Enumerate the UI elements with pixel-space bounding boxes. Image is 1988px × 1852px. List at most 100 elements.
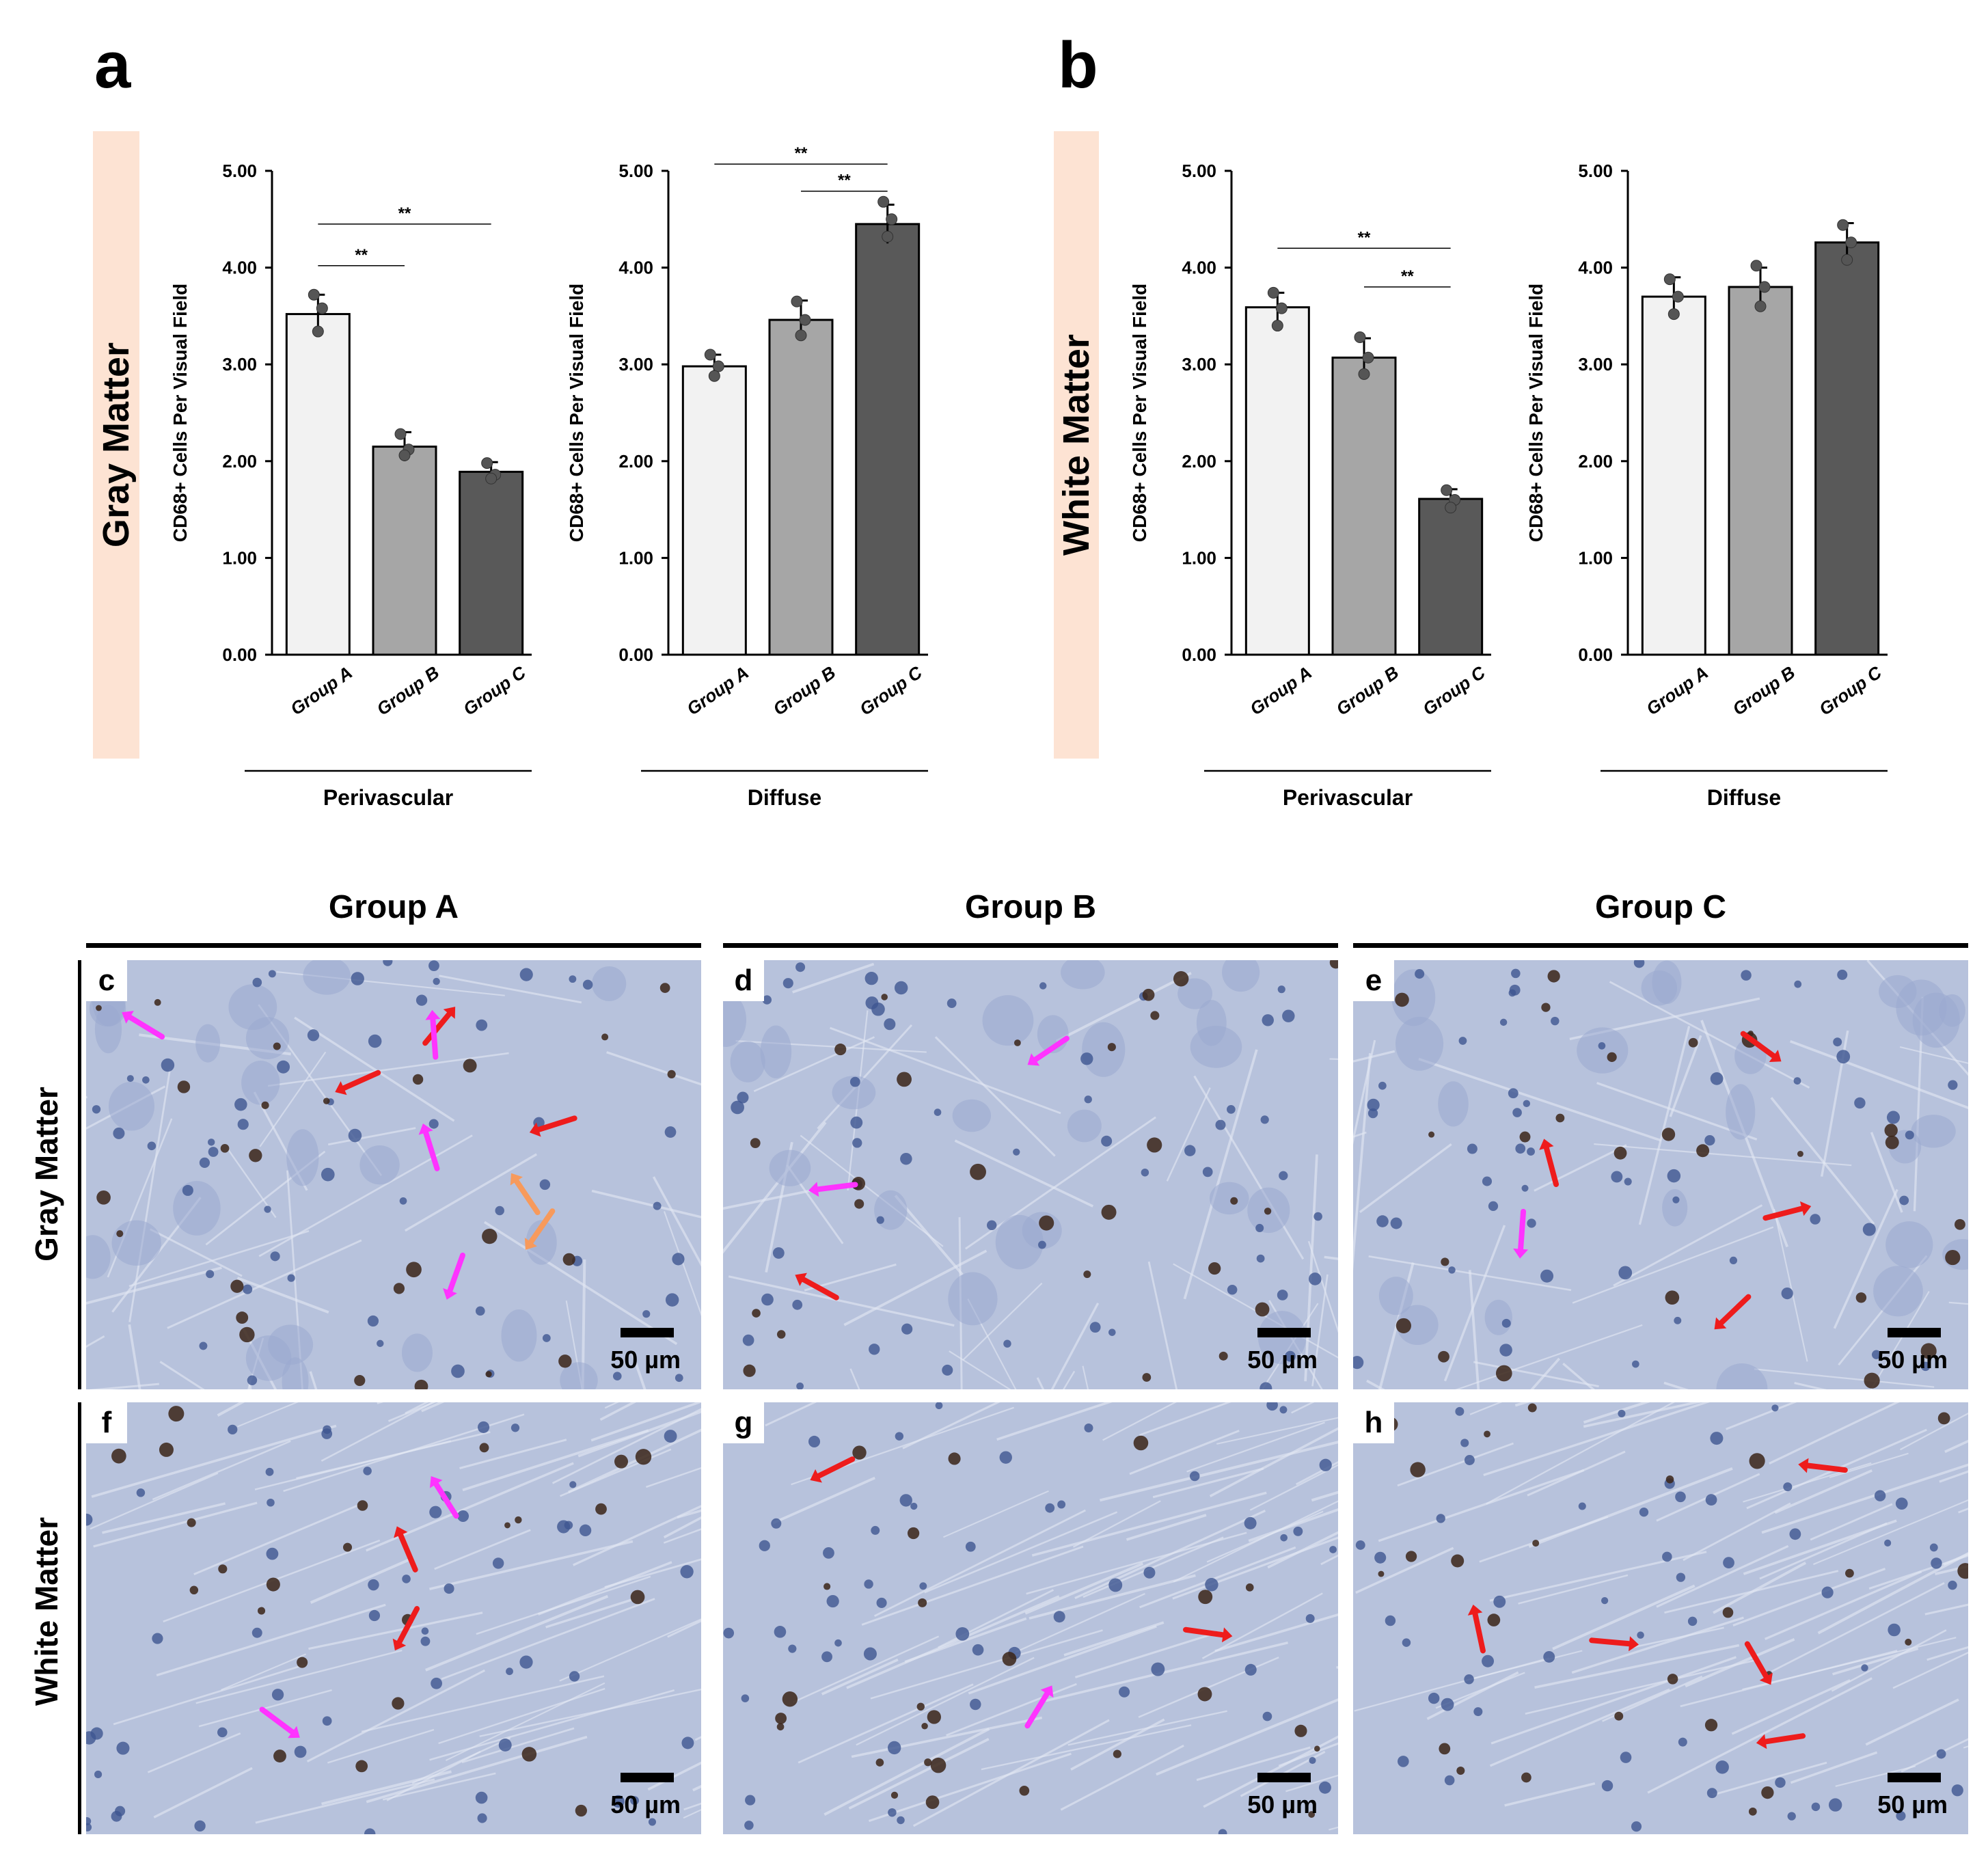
nucleus	[199, 1342, 208, 1350]
nucleus	[1706, 1788, 1717, 1799]
tissue-fiber	[461, 1727, 575, 1764]
cd68-cell	[667, 1070, 676, 1079]
arrow-head	[122, 1011, 134, 1024]
y-tick-label: 3.00	[618, 354, 653, 375]
nucleus	[1402, 1638, 1411, 1647]
nucleus	[1227, 1284, 1238, 1295]
cd68-cell	[159, 1442, 174, 1457]
tissue-fiber	[236, 1277, 329, 1314]
tissue-fiber	[1329, 1058, 1338, 1061]
nucleus	[1861, 1664, 1868, 1672]
tissue-fiber	[962, 1282, 1043, 1361]
tissue-fiber	[792, 962, 875, 994]
micrograph-g-tissue	[723, 1402, 1338, 1834]
nucleus	[1624, 1177, 1632, 1186]
tissue-fiber	[1534, 1144, 1627, 1192]
nucleus	[1601, 1596, 1609, 1605]
nucleus	[475, 1306, 485, 1316]
neuron-body	[723, 992, 747, 1047]
micrograph-c-tissue	[86, 960, 701, 1389]
neuron-body	[769, 1149, 811, 1186]
neuron-body	[1438, 1081, 1469, 1127]
tissue-fiber	[1455, 1324, 1643, 1389]
scale-bar	[1257, 1328, 1311, 1337]
neuron-body	[303, 960, 351, 995]
nucleus	[1262, 1711, 1272, 1721]
arrow-head	[443, 1288, 457, 1300]
cd68-cell	[1613, 1146, 1627, 1160]
data-point	[877, 195, 890, 208]
data-point	[312, 325, 324, 338]
tissue-fiber	[237, 1402, 299, 1428]
nucleus	[1836, 1050, 1851, 1064]
y-tick-label: 4.00	[1182, 258, 1216, 278]
nucleus	[1441, 1698, 1454, 1711]
y-tick-label: 2.00	[618, 451, 653, 472]
neuron-body	[173, 1181, 221, 1236]
neuron-body	[1716, 1363, 1768, 1389]
x-tick-label: Group B	[770, 662, 839, 720]
nucleus	[1929, 1543, 1938, 1552]
tissue-fiber	[645, 1467, 701, 1488]
tissue-fiber	[86, 1266, 222, 1305]
nucleus	[970, 1698, 981, 1711]
nucleus	[1089, 1322, 1101, 1333]
tissue-fiber	[1534, 1644, 1740, 1689]
x-tick-label: Group B	[1729, 662, 1799, 720]
cd68-cell	[601, 1033, 609, 1041]
arrow-shaft	[259, 1706, 295, 1735]
cd68-cell	[343, 1542, 353, 1552]
y-tick-label: 3.00	[1578, 354, 1613, 375]
neuron-body	[1082, 1022, 1126, 1077]
tissue-fiber	[870, 1629, 1103, 1700]
tissue-fiber	[849, 1368, 860, 1389]
tissue-fiber	[1685, 1637, 1795, 1688]
y-tick-label: 1.00	[222, 547, 257, 568]
nucleus	[510, 1424, 520, 1432]
column-rule-group-c	[1353, 943, 1968, 948]
tissue-fiber	[1552, 1584, 1696, 1650]
nucleus	[1057, 1500, 1066, 1509]
neuron-body	[1209, 1182, 1249, 1215]
arrow-head	[1629, 1636, 1639, 1652]
nucleus	[1896, 1811, 1906, 1821]
nucleus	[237, 1119, 249, 1130]
nucleus	[999, 1451, 1012, 1464]
nucleus	[1266, 1402, 1278, 1411]
nucleus	[569, 1671, 580, 1682]
nucleus	[247, 1375, 258, 1386]
tissue-fiber	[1201, 1592, 1323, 1659]
cd68-cell	[1395, 992, 1409, 1007]
nucleus	[1611, 1171, 1623, 1183]
tissue-fiber	[1765, 1570, 1922, 1640]
nucleus	[569, 1481, 577, 1488]
data-point	[1354, 331, 1366, 344]
y-tick-label: 5.00	[222, 161, 257, 181]
cd68-cell	[1855, 1292, 1867, 1303]
tissue-fiber	[1418, 1057, 1662, 1142]
tissue-fiber	[1817, 1552, 1968, 1635]
tissue-fiber	[1530, 1357, 1561, 1389]
neuron-body	[501, 1309, 537, 1362]
nucleus	[367, 1315, 379, 1327]
cd68-cell	[659, 983, 670, 993]
tissue-fiber	[1892, 1651, 1968, 1689]
nucleus	[792, 1299, 803, 1310]
data-point	[882, 230, 894, 243]
nucleus	[420, 1636, 431, 1646]
tissue-fiber	[90, 1472, 219, 1530]
nucleus	[1543, 1650, 1555, 1663]
nucleus	[681, 1737, 694, 1749]
nucleus	[579, 1524, 592, 1537]
cd68-cell	[1704, 1719, 1718, 1732]
chart-b1: 0.00 1.00 2.00 3.00 4.00 5.00 CD68+ Cells Per …	[1129, 161, 1491, 810]
scale-bar	[621, 1328, 674, 1337]
nucleus	[1775, 1777, 1786, 1788]
nucleus	[1794, 980, 1802, 988]
row-header-gray-matter: Gray Matter	[29, 1087, 64, 1262]
nucleus	[1151, 1662, 1165, 1676]
arrow-shaft	[1762, 1733, 1806, 1745]
tissue-fiber	[1583, 1402, 1702, 1428]
cd68-cell	[297, 1657, 308, 1668]
data-point	[1362, 351, 1374, 364]
